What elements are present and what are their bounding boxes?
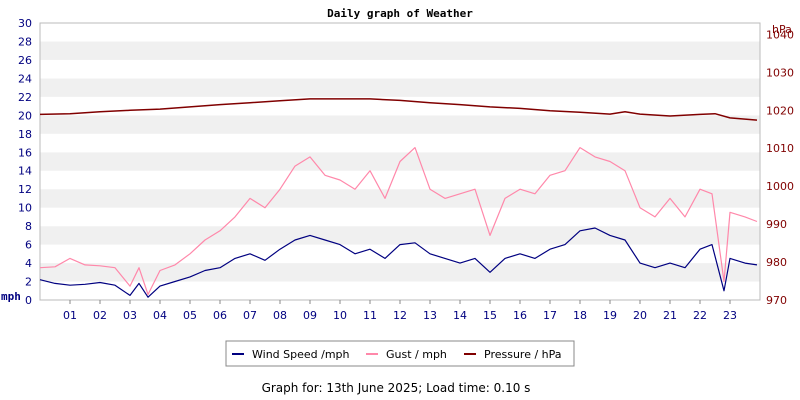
- right-tick-label: 970: [766, 294, 787, 307]
- left-tick-label: 2: [25, 276, 32, 289]
- legend: Wind Speed /mph Gust / mph Pressure / hP…: [225, 340, 575, 367]
- grid-band: [40, 59, 760, 79]
- left-tick-label: 12: [18, 183, 32, 196]
- x-tick-label: 13: [423, 309, 437, 322]
- grid-band: [40, 23, 760, 42]
- x-tick-label: 14: [453, 309, 467, 322]
- grid-band: [40, 189, 760, 208]
- right-axis-unit: hPa: [772, 23, 792, 36]
- grid-band: [40, 96, 760, 116]
- grid-band: [40, 281, 760, 300]
- legend-label-pressure: Pressure / hPa: [484, 348, 562, 361]
- x-tick-label: 11: [363, 309, 377, 322]
- grid-band: [40, 207, 760, 227]
- pressure-line-series: [39, 98, 758, 121]
- left-tick-label: 28: [18, 35, 32, 48]
- grid-band: [40, 133, 760, 153]
- left-tick-label: 4: [25, 257, 32, 270]
- left-tick-label: 10: [18, 202, 32, 215]
- x-tick-label: 19: [603, 309, 617, 322]
- right-axis: 970 980 990 1000 1010 1020 1030 1040: [766, 28, 794, 307]
- left-axis-unit: mph: [1, 290, 21, 303]
- right-tick-label: 1040: [766, 28, 794, 41]
- x-tick-label: 07: [243, 309, 257, 322]
- grid-band: [40, 226, 760, 245]
- x-tick-label: 05: [183, 309, 197, 322]
- left-tick-label: 30: [18, 17, 32, 30]
- left-tick-label: 24: [18, 72, 32, 85]
- legend-box: [225, 340, 575, 367]
- x-axis: 01 02 03 04 05 06 07 08 09 10 11 12 13 14 15 16 17 18 19 20…: [63, 300, 737, 322]
- legend-label-wind: Wind Speed /mph: [252, 348, 350, 361]
- x-tick-label: 04: [153, 309, 167, 322]
- x-tick-label: 22: [693, 309, 707, 322]
- legend-label-gust: Gust / mph: [386, 348, 447, 361]
- left-tick-label: 20: [18, 109, 32, 122]
- x-tick-label: 10: [333, 309, 347, 322]
- right-tick-label: 990: [766, 218, 787, 231]
- grid-band: [40, 170, 760, 190]
- x-tick-label: 01: [63, 309, 77, 322]
- left-tick-label: 18: [18, 128, 32, 141]
- x-tick-label: 03: [123, 309, 137, 322]
- x-tick-label: 20: [633, 309, 647, 322]
- footer-text: Graph for: 13th June 2025; Load time: 0.…: [262, 381, 531, 395]
- grid-band: [40, 115, 760, 134]
- x-tick-label: 15: [483, 309, 497, 322]
- left-tick-label: 26: [18, 54, 32, 67]
- right-tick-label: 1030: [766, 66, 794, 79]
- left-tick-label: 0: [25, 294, 32, 307]
- x-tick-label: 08: [273, 309, 287, 322]
- wind-speed-line-series: [39, 227, 758, 298]
- left-tick-label: 8: [25, 220, 32, 233]
- x-tick-label: 16: [513, 309, 527, 322]
- left-tick-label: 6: [25, 239, 32, 252]
- left-tick-label: 22: [18, 91, 32, 104]
- gust-line-series: [39, 147, 758, 296]
- x-tick-label: 21: [663, 309, 677, 322]
- left-tick-label: 16: [18, 146, 32, 159]
- right-tick-label: 1000: [766, 180, 794, 193]
- x-tick-label: 09: [303, 309, 317, 322]
- grid-band: [40, 244, 760, 264]
- grid-band: [40, 41, 760, 60]
- left-tick-label: 14: [18, 165, 32, 178]
- plot-background-bands: [40, 23, 760, 300]
- x-tick-label: 17: [543, 309, 557, 322]
- right-tick-label: 980: [766, 256, 787, 269]
- x-tick-label: 23: [723, 309, 737, 322]
- x-tick-label: 06: [213, 309, 227, 322]
- right-tick-label: 1020: [766, 104, 794, 117]
- x-tick-label: 02: [93, 309, 107, 322]
- grid-band: [40, 78, 760, 97]
- chart-title: Daily graph of Weather: [327, 7, 473, 20]
- series-layer: [39, 98, 758, 298]
- right-tick-label: 1010: [766, 142, 794, 155]
- grid-band: [40, 263, 760, 282]
- x-tick-label: 12: [393, 309, 407, 322]
- x-tick-label: 18: [573, 309, 587, 322]
